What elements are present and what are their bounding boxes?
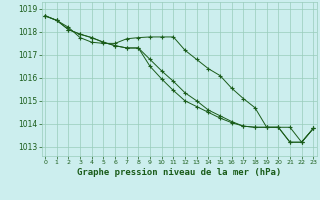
- X-axis label: Graphe pression niveau de la mer (hPa): Graphe pression niveau de la mer (hPa): [77, 168, 281, 177]
